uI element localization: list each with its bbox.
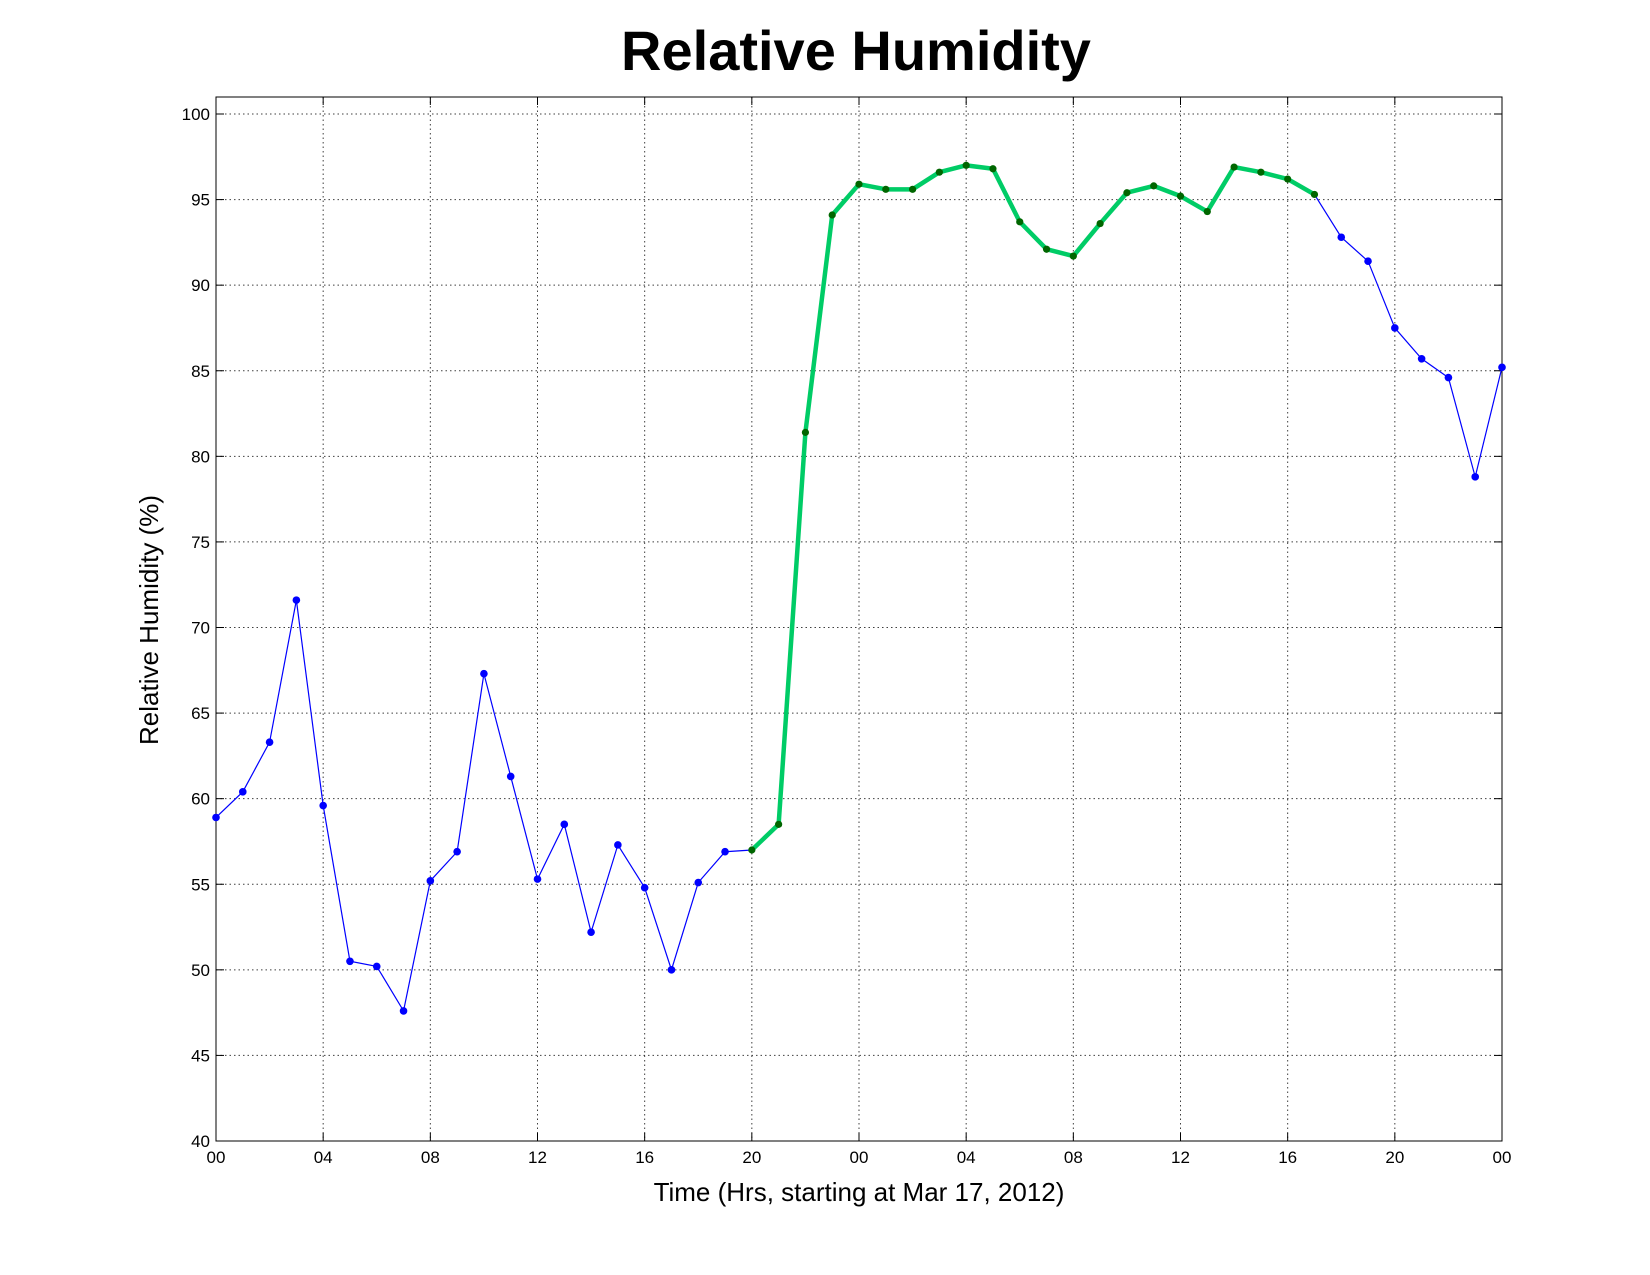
data-point [480, 669, 488, 678]
data-point [640, 883, 649, 892]
data-point [614, 841, 622, 849]
highlight-point [1016, 218, 1024, 226]
highlight-point [1310, 190, 1319, 199]
highlight-point [1069, 252, 1077, 260]
highlight-point [882, 185, 890, 193]
data-point [1364, 257, 1372, 266]
highlight-point [801, 428, 810, 436]
highlight-point [962, 161, 970, 169]
y-tick-label: 70 [191, 619, 210, 638]
x-tick-label: 08 [1064, 1148, 1083, 1167]
highlight-point [1176, 192, 1185, 200]
x-tick-label: 04 [314, 1148, 333, 1167]
x-tick-label: 04 [957, 1148, 976, 1167]
x-tick-label: 00 [1493, 1148, 1512, 1167]
highlight-point [1042, 245, 1051, 253]
x-tick-label: 00 [207, 1148, 226, 1167]
data-point [506, 772, 515, 781]
data-point [1417, 354, 1426, 363]
axis-ticks: 40 45 50 55 60 65 70 75 80 85 90 95 100 00 04 08 12 16 20 0… [182, 97, 1512, 1167]
x-tick-label: 16 [635, 1148, 654, 1167]
data-point [453, 847, 461, 856]
data-point [372, 962, 381, 971]
y-tick-label: 100 [182, 105, 210, 124]
y-tick-label: 95 [191, 191, 210, 210]
data-point [533, 875, 542, 883]
x-tick-label: 12 [528, 1148, 547, 1167]
highlight-point [908, 185, 917, 193]
x-tick-label: 08 [421, 1148, 440, 1167]
data-point [1444, 373, 1453, 382]
highlight-point [775, 820, 783, 828]
data-point [721, 847, 729, 856]
data-point [399, 1007, 408, 1015]
data-point [560, 820, 569, 829]
y-tick-label: 50 [191, 961, 210, 980]
x-tick-label: 20 [1385, 1148, 1404, 1167]
data-point [587, 928, 595, 936]
data-point [667, 966, 676, 974]
y-tick-label: 55 [191, 875, 210, 894]
data-point [1337, 233, 1346, 242]
x-tick-label: 00 [850, 1148, 869, 1167]
data-point [265, 738, 274, 746]
highlight-point [1284, 175, 1292, 183]
y-tick-label: 75 [191, 533, 210, 552]
y-tick-label: 90 [191, 276, 210, 295]
data-point [694, 878, 703, 887]
highlight-point [1150, 182, 1158, 190]
data-point [1498, 363, 1506, 372]
y-tick-label: 80 [191, 447, 210, 466]
data-point [426, 877, 435, 885]
highlight-point [1230, 163, 1238, 171]
data-point [1391, 324, 1399, 332]
highlight-point [1096, 219, 1104, 228]
highlight-point [1123, 189, 1131, 197]
highlight-point [828, 211, 836, 219]
chart-title: Relative Humidity [621, 19, 1091, 82]
data-point [1471, 473, 1480, 481]
x-tick-label: 12 [1171, 1148, 1190, 1167]
data-point [346, 957, 354, 966]
data-point [292, 596, 301, 604]
y-axis-label: Relative Humidity (%) [134, 495, 164, 745]
y-tick-label: 85 [191, 362, 210, 381]
highlight-line [749, 163, 1317, 853]
y-tick-label: 45 [191, 1046, 210, 1065]
data-point [212, 813, 220, 822]
highlight-point [1257, 168, 1265, 176]
data-point [319, 801, 327, 810]
y-tick-label: 40 [191, 1132, 210, 1151]
y-tick-label: 60 [191, 790, 210, 809]
data-point [238, 788, 247, 796]
grid-lines [216, 97, 1502, 1141]
x-tick-label: 20 [742, 1148, 761, 1167]
series-layer [212, 161, 1506, 1015]
highlight-point [935, 168, 943, 176]
highlight-point [748, 846, 756, 854]
x-axis-label: Time (Hrs, starting at Mar 17, 2012) [654, 1177, 1065, 1207]
y-tick-label: 65 [191, 704, 210, 723]
x-tick-label: 16 [1278, 1148, 1297, 1167]
highlight-point [1203, 207, 1211, 216]
highlight-point [989, 165, 997, 173]
highlight-point [855, 180, 863, 188]
